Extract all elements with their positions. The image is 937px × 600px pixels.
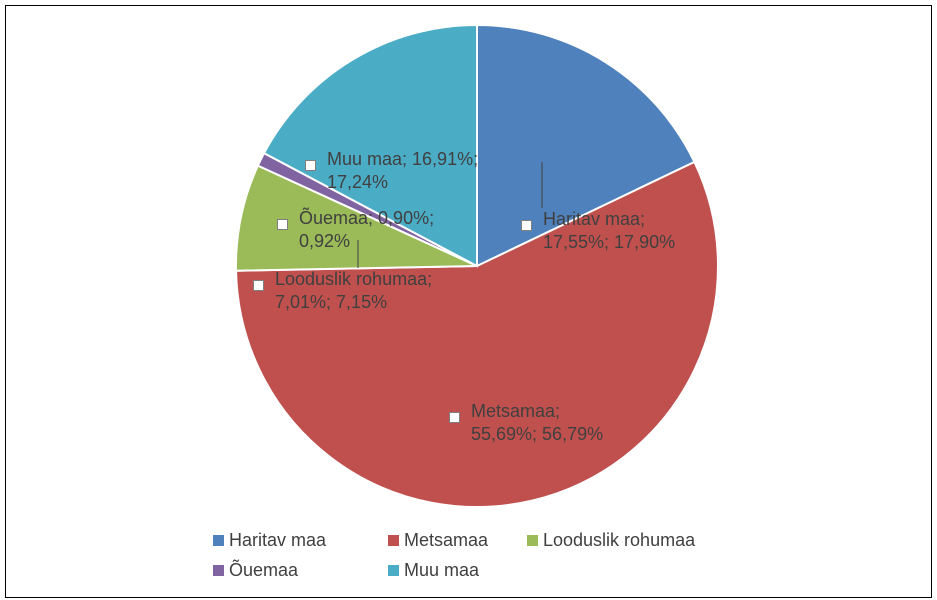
data-label: Metsamaa; 55,69%; 56,79%: [471, 401, 604, 444]
legend-swatch: [388, 565, 399, 576]
pie-slice: [262, 23, 478, 268]
data-label: Looduslik rohumaa; 7,01%; 7,15%: [275, 269, 433, 312]
legend-label: Haritav maa: [229, 530, 327, 550]
label-marker: [449, 412, 460, 423]
data-label: Õuemaa; 0,90%; 0,92%: [299, 208, 435, 251]
pie-slice: [235, 160, 719, 508]
label-marker: [521, 220, 532, 231]
legend-label: Metsamaa: [404, 530, 489, 550]
legend-label: Õuemaa: [229, 560, 299, 580]
label-marker: [305, 160, 316, 171]
legend-label: Muu maa: [404, 560, 480, 580]
label-marker: [277, 219, 288, 230]
legend-swatch: [213, 565, 224, 576]
pie-slice: [476, 23, 696, 268]
legend-swatch: [388, 535, 399, 546]
data-label: Haritav maa; 17,55%; 17,90%: [543, 209, 676, 252]
label-marker: [253, 280, 264, 291]
data-label: Muu maa; 16,91%; 17,24%: [327, 149, 479, 192]
pie-slice: [235, 164, 478, 272]
legend-swatch: [527, 535, 538, 546]
legend-label: Looduslik rohumaa: [543, 530, 696, 550]
legend-swatch: [213, 535, 224, 546]
